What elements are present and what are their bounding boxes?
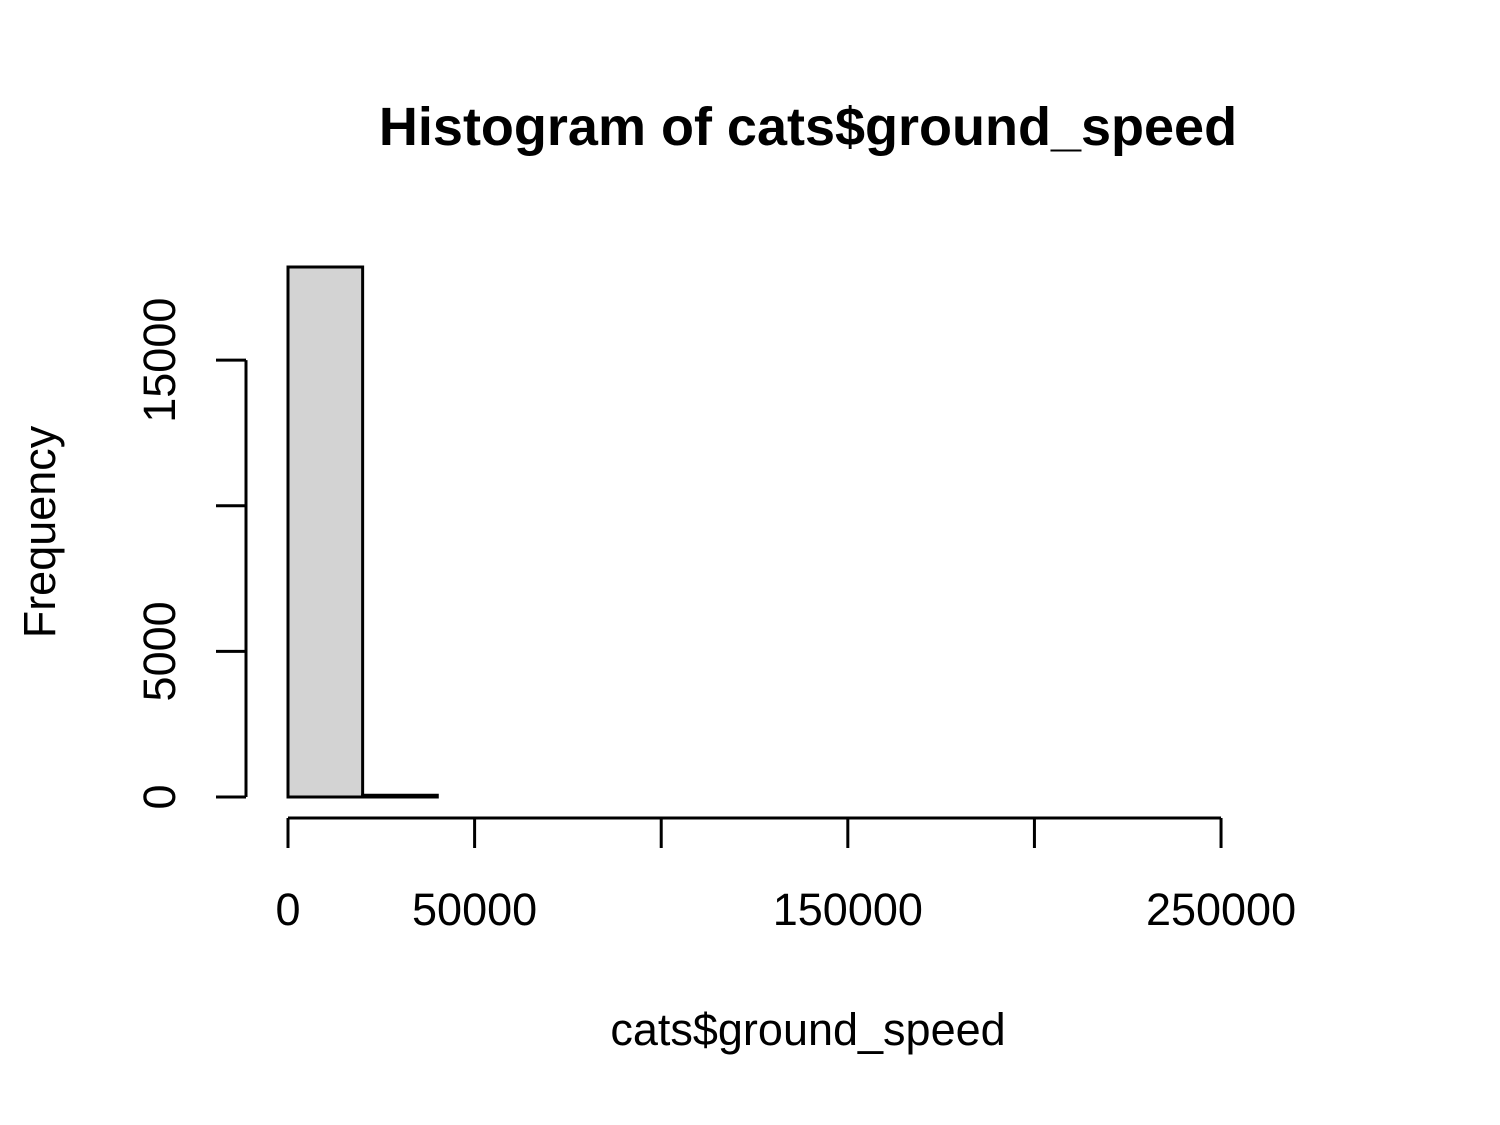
histogram-bar-0: [286, 265, 365, 799]
x-axis: 0 50000 150000 250000: [275, 816, 1296, 935]
x-tick-label: 250000: [1146, 884, 1296, 935]
bars-group: [286, 265, 439, 799]
y-axis: 0 5000 15000: [134, 298, 248, 810]
y-tick-label: 0: [134, 784, 185, 809]
histogram-bar-1: [361, 793, 439, 799]
chart-title: Histogram of cats$ground_speed: [379, 97, 1237, 157]
y-tick-label: 15000: [134, 298, 185, 423]
x-tick-label: 0: [275, 884, 300, 935]
x-tick-label: 50000: [412, 884, 537, 935]
y-tick-label: 5000: [134, 601, 185, 701]
y-axis-title: Frequency: [14, 425, 65, 638]
x-axis-title: cats$ground_speed: [610, 1004, 1005, 1055]
x-tick-label: 150000: [773, 884, 923, 935]
